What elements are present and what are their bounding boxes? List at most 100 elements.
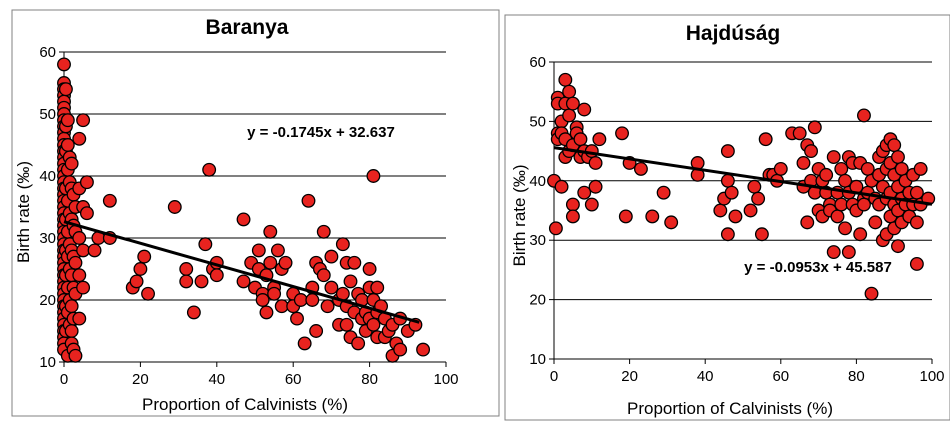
baranya-data-point — [236, 212, 251, 227]
hajdusag-data-point — [758, 132, 773, 147]
hajdusag-data-point — [558, 72, 573, 87]
hajdusag-y-tick-label: 20 — [529, 292, 546, 309]
baranya-data-point — [316, 224, 331, 239]
hajdusag-data-point — [588, 156, 603, 170]
hajdusag-data-point — [894, 161, 909, 176]
hajdusag-data-point — [577, 102, 592, 117]
baranya-data-point — [339, 317, 354, 332]
baranya-data-point — [137, 249, 152, 264]
hajdusag-trendline — [553, 146, 933, 206]
baranya-data-point — [64, 299, 79, 314]
hajdusag-data-point — [633, 161, 648, 176]
hajdusag-data-point — [664, 215, 679, 230]
hajdusag-data-point — [868, 215, 883, 230]
baranya-data-point — [167, 200, 182, 214]
baranya-data-point — [194, 274, 209, 289]
baranya-data-point — [305, 293, 320, 307]
hajdusag-chart-title: Hajdúság — [686, 22, 781, 45]
hajdusag-x-tick-label: 20 — [621, 368, 638, 385]
hajdusag-data-point — [588, 179, 603, 194]
hajdusag-y-tick-label: 50 — [529, 113, 546, 130]
baranya-y-axis-label: Birth rate (‰) — [14, 161, 33, 263]
baranya-x-tick-label: 100 — [433, 371, 458, 388]
hajdusag-data-point — [909, 215, 924, 230]
hajdusag-data-point — [743, 203, 758, 218]
hajdusag-data-point — [645, 209, 660, 224]
hajdusag-data-point — [577, 185, 592, 200]
baranya-data-point — [267, 286, 282, 301]
baranya-data-point — [251, 243, 266, 258]
hajdusag-data-point — [807, 120, 822, 135]
hajdusag-data-point — [909, 185, 924, 200]
baranya-data-point — [76, 243, 91, 258]
baranya-data-point — [133, 262, 148, 276]
baranya-data-point — [76, 280, 91, 295]
hajdusag-x-tick-label: 40 — [697, 368, 714, 385]
baranya-data-point — [57, 57, 71, 72]
hajdusag-data-point — [728, 209, 743, 224]
hajdusag-data-point — [826, 245, 841, 260]
hajdusag-data-point — [838, 221, 853, 236]
baranya-data-point — [309, 324, 324, 338]
baranya-data-point — [263, 255, 278, 270]
hajdusag-data-point — [548, 221, 563, 236]
hajdusag-data-point — [584, 197, 599, 212]
baranya-data-point — [60, 113, 75, 128]
baranya-data-point — [366, 169, 381, 183]
hajdusag-data-point — [562, 108, 577, 123]
hajdusag-data-point — [747, 179, 762, 194]
baranya-y-tick-label: 40 — [39, 168, 56, 185]
hajdusag-data-point — [826, 150, 841, 164]
hajdusag-data-point — [909, 257, 924, 271]
hajdusag-data-point — [565, 209, 580, 224]
baranya-data-point — [324, 280, 339, 295]
baranya-data-point — [278, 255, 293, 270]
baranya-data-point — [102, 193, 117, 208]
baranya-data-point — [236, 274, 251, 289]
hajdusag-data-point — [724, 185, 739, 200]
baranya-x-axis-label: Proportion of Calvinists (%) — [142, 395, 348, 414]
hajdusag-data-point — [864, 286, 879, 301]
hajdusag-data-point — [720, 227, 735, 242]
hajdusag-data-point — [754, 227, 769, 242]
hajdusag-data-point — [656, 185, 671, 200]
hajdusag-data-point — [720, 144, 735, 159]
hajdusag-data-point — [773, 161, 788, 176]
baranya-chart-title: Baranya — [206, 16, 289, 39]
baranya-data-point — [416, 342, 431, 357]
baranya-data-point — [64, 324, 79, 338]
baranya-x-tick-label: 80 — [361, 371, 378, 388]
hajdusag-y-tick-label: 60 — [529, 54, 546, 71]
hajdusag-data-point — [554, 179, 569, 194]
baranya-data-point — [316, 268, 331, 283]
hajdusag-data-point — [891, 150, 905, 164]
hajdusag-y-tick-label: 40 — [529, 173, 546, 190]
hajdusag-data-point — [887, 138, 902, 153]
hajdusag-trendline-equation: y = -0.0953x + 45.587 — [744, 259, 892, 276]
hajdusag-data-point — [804, 144, 818, 159]
hajdusag-data-point — [838, 173, 853, 188]
baranya-data-point — [366, 317, 381, 332]
hajdusag-x-tick-label: 100 — [919, 368, 944, 385]
baranya-data-point — [255, 293, 270, 307]
baranya-trendline-equation: y = -0.1745x + 32.637 — [247, 124, 395, 141]
baranya-data-point — [68, 348, 83, 363]
baranya-data-point — [72, 131, 87, 146]
baranya-data-point — [72, 231, 87, 245]
hajdusag-data-point — [573, 132, 588, 147]
hajdusag-data-point — [891, 239, 905, 254]
baranya-data-point — [198, 237, 213, 252]
baranya-data-point — [179, 274, 194, 289]
hajdusag-x-tick-label: 60 — [772, 368, 789, 385]
baranya-data-point — [351, 336, 366, 351]
hajdusag-data-point — [857, 197, 871, 212]
hajdusag-data-point — [853, 227, 868, 242]
hajdusag-data-point — [830, 209, 845, 224]
hajdusag-data-point — [592, 132, 607, 147]
baranya-data-point — [58, 82, 73, 97]
baranya-x-tick-label: 20 — [132, 371, 149, 388]
baranya-data-point — [270, 243, 285, 258]
hajdusag-y-axis-label: Birth rate (‰) — [510, 164, 529, 266]
hajdusag-data-point — [618, 209, 633, 224]
